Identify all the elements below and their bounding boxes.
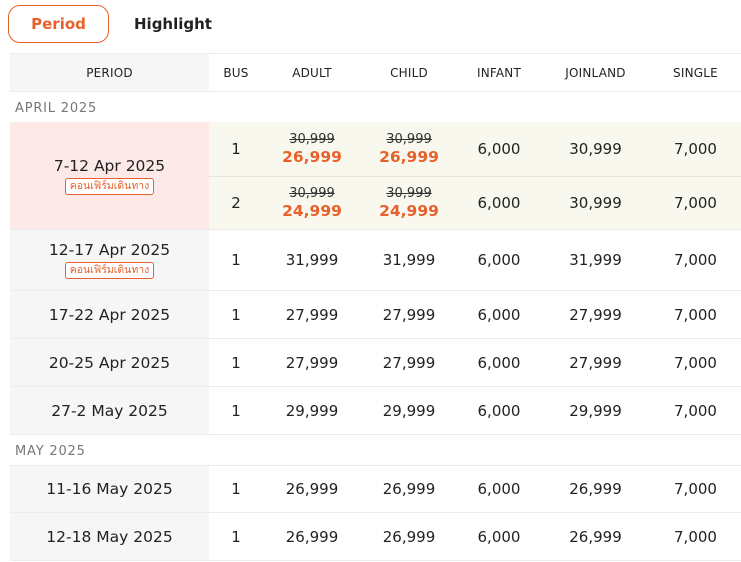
child-price-cell: 26,999 [382, 527, 436, 546]
bus-subrow: 2 30,999 24,999 30,999 24,999 6,000 30,9… [209, 176, 741, 230]
month-label: APRIL 2025 [15, 100, 98, 116]
period-date: 12-18 May 2025 [46, 527, 173, 546]
table-row[interactable]: 27-2 May 2025 1 29,999 29,999 6,000 29,9… [10, 387, 741, 435]
adult-price-cell: 29,999 [285, 401, 339, 420]
tab-period[interactable]: Period [8, 5, 109, 43]
bus-subrow: 1 30,999 26,999 30,999 26,999 6,000 30,9… [209, 122, 741, 176]
bus-cell: 1 [231, 305, 241, 324]
period-cell: 20-25 Apr 2025 [10, 339, 209, 386]
joinland-price-cell: 27,999 [569, 353, 622, 372]
bus-cell: 1 [231, 527, 241, 546]
joinland-price-cell: 26,999 [569, 480, 622, 498]
single-price-cell: 7,000 [674, 251, 717, 269]
bus-cell: 2 [231, 194, 241, 212]
single-price-cell: 7,000 [674, 401, 717, 420]
infant-price-cell: 6,000 [477, 401, 521, 420]
single-price-cell: 7,000 [674, 527, 717, 546]
infant-price-cell: 6,000 [477, 194, 521, 212]
bus-cell: 1 [231, 401, 241, 420]
period-date: 20-25 Apr 2025 [48, 353, 171, 372]
table-row[interactable]: 7-12 Apr 2025 คอนเฟิร์มเดินทาง 1 30,999 … [10, 122, 741, 230]
table-header: PERIOD BUS ADULT CHILD INFANT JOINLAND S… [10, 53, 741, 92]
infant-price-cell: 6,000 [477, 305, 521, 324]
table-row[interactable]: 20-25 Apr 2025 1 27,999 27,999 6,000 27,… [10, 339, 741, 387]
joinland-price-cell: 30,999 [569, 140, 622, 158]
table-row[interactable]: 17-22 Apr 2025 1 27,999 27,999 6,000 27,… [10, 291, 741, 339]
child-price-cell: 27,999 [382, 305, 436, 324]
child-price-cell: 31,999 [382, 251, 436, 269]
child-price-cell: 26,999 [382, 480, 436, 498]
period-cell: 27-2 May 2025 [10, 387, 209, 434]
infant-price-cell: 6,000 [477, 527, 521, 546]
child-price-cell: 29,999 [382, 401, 436, 420]
bus-cell: 1 [231, 140, 241, 158]
single-price-cell: 7,000 [674, 480, 717, 498]
infant-price-cell: 6,000 [477, 353, 521, 372]
joinland-price-cell: 30,999 [569, 194, 622, 212]
header-bus: BUS [223, 65, 249, 80]
header-joinland: JOINLAND [565, 65, 626, 80]
child-price-cell: 30,999 24,999 [361, 176, 457, 230]
single-price-cell: 7,000 [674, 140, 717, 158]
period-date: 17-22 Apr 2025 [48, 305, 171, 324]
joinland-price-cell: 31,999 [569, 251, 622, 269]
adult-price-cell: 27,999 [285, 353, 339, 372]
header-child: CHILD [390, 65, 428, 80]
tab-bar: Period Highlight [8, 5, 212, 43]
adult-price-cell: 26,999 [285, 480, 339, 498]
header-infant: INFANT [476, 65, 522, 80]
infant-price-cell: 6,000 [477, 140, 521, 158]
sub-row-divider [209, 176, 741, 177]
joinland-price-cell: 27,999 [569, 305, 622, 324]
period-cell: 12-18 May 2025 [10, 513, 209, 560]
adult-sale-price: 26,999 [282, 148, 342, 166]
period-cell: 11-16 May 2025 [10, 466, 209, 512]
period-date: 11-16 May 2025 [46, 480, 173, 498]
row-highlight [209, 122, 741, 229]
table-row[interactable]: 12-17 Apr 2025 คอนเฟิร์มเดินทาง 1 31,999… [10, 230, 741, 291]
period-date: 7-12 Apr 2025 [53, 156, 166, 175]
period-cell: 12-17 Apr 2025 คอนเฟิร์มเดินทาง [10, 230, 209, 290]
single-price-cell: 7,000 [674, 305, 717, 324]
child-sale-price: 24,999 [379, 202, 439, 220]
table-row[interactable]: 11-16 May 2025 1 26,999 26,999 6,000 26,… [10, 465, 741, 513]
period-date: 12-17 Apr 2025 [48, 241, 171, 259]
period-cell: 17-22 Apr 2025 [10, 291, 209, 338]
period-date: 27-2 May 2025 [51, 401, 168, 420]
adult-price-cell: 31,999 [285, 251, 339, 269]
header-single: SINGLE [673, 65, 718, 80]
adult-price-cell: 30,999 24,999 [263, 176, 361, 230]
bus-cell: 1 [231, 353, 241, 372]
tab-highlight[interactable]: Highlight [134, 15, 212, 33]
table-row[interactable]: 12-18 May 2025 1 26,999 26,999 6,000 26,… [10, 513, 741, 561]
header-adult: ADULT [292, 65, 332, 80]
child-old-price: 30,999 [386, 132, 432, 147]
adult-old-price: 30,999 [289, 132, 335, 147]
child-price-cell: 30,999 26,999 [361, 122, 457, 176]
adult-old-price: 30,999 [289, 186, 335, 201]
bus-cell: 1 [231, 251, 241, 269]
bus-cell: 1 [231, 480, 241, 498]
child-price-cell: 27,999 [382, 353, 436, 372]
adult-price-cell: 30,999 26,999 [263, 122, 361, 176]
child-old-price: 30,999 [386, 186, 432, 201]
infant-price-cell: 6,000 [477, 480, 521, 498]
single-price-cell: 7,000 [674, 353, 717, 372]
infant-price-cell: 6,000 [477, 251, 521, 269]
adult-price-cell: 27,999 [285, 305, 339, 324]
period-cell: 7-12 Apr 2025 คอนเฟิร์มเดินทาง [10, 122, 209, 229]
adult-sale-price: 24,999 [282, 202, 342, 220]
confirmed-badge: คอนเฟิร์มเดินทาง [64, 177, 155, 195]
single-price-cell: 7,000 [674, 194, 717, 212]
header-period: PERIOD [10, 54, 209, 91]
child-sale-price: 26,999 [379, 148, 439, 166]
joinland-price-cell: 29,999 [569, 401, 622, 420]
confirmed-badge: คอนเฟิร์มเดินทาง [64, 262, 155, 279]
month-label: MAY 2025 [15, 443, 86, 459]
joinland-price-cell: 26,999 [569, 527, 622, 546]
adult-price-cell: 26,999 [285, 527, 339, 546]
